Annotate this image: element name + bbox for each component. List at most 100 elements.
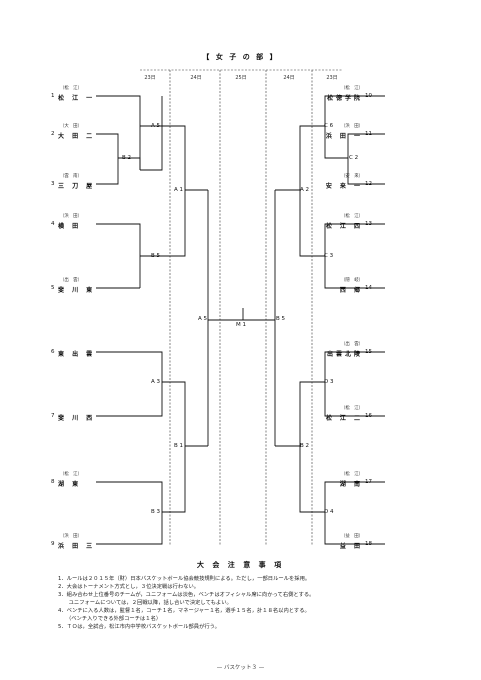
team-name: 松 江 四 [325, 223, 363, 230]
left-team-8: （松 江） 8 湖 東 [51, 472, 82, 488]
note-line-1: 1．ルールは２０１５年（財）日本バスケットボール協会競技規則による。ただし，一部… [58, 576, 311, 582]
date-col-4: 24日 [283, 75, 295, 81]
team-name: 東 出 雲 [58, 351, 96, 358]
team-number: 2 [51, 131, 55, 137]
team-name: 安 来 一 [325, 183, 363, 190]
team-prefecture: （益 田） [341, 534, 363, 539]
left-bracket-4-5 [96, 223, 141, 289]
team-prefecture: （出 雲） [341, 342, 363, 347]
team-number: 13 [365, 221, 372, 227]
note-line-7: 5．ＴＯは，全試合，松江市内中学校バスケットボール部員が行う。 [58, 624, 220, 630]
game-label-b3: B 3 [151, 509, 161, 515]
left-team-4: （浜 田） 4 横 田 [51, 214, 82, 230]
game-label-d3: D 3 [324, 379, 334, 385]
team-name: 西 郷 [339, 287, 363, 294]
team-name: 浜 田 三 [58, 543, 96, 550]
game-label-b5-left: B 5 [151, 253, 161, 259]
team-number: 6 [51, 349, 55, 355]
left-team-2: （大 田） 2 大 田 二 [51, 124, 96, 140]
right-team-18: （益 田） 益 田 18 [339, 534, 372, 550]
date-col-5: 23日 [326, 75, 338, 81]
right-bracket-c6 [299, 125, 325, 190]
right-team-15: （出 雲） 出雲北陵 15 [326, 342, 372, 358]
team-name: 出雲北陵 [326, 351, 363, 358]
left-bracket-a5 [140, 96, 163, 171]
right-bracket-10-11 [324, 95, 385, 185]
team-number: 15 [365, 349, 372, 355]
game-label-d4: D 4 [324, 509, 334, 515]
note-line-2: 2．大会はトーナメント方式とし，３位決定戦は行わない。 [58, 584, 200, 590]
note-line-4: ユニフォームについては，２回戦以降，話し合いで決定してもよい。 [58, 600, 232, 606]
page-title: 【 女 子 の 部 】 [202, 53, 279, 61]
team-prefecture: （松 江） [341, 406, 363, 411]
game-label-b2-left: B 2 [122, 155, 132, 161]
right-bracket-13-14 [299, 190, 385, 289]
team-name: 湖 南 [339, 481, 363, 488]
right-bracket-final [243, 190, 276, 446]
team-prefecture: （松 江） [60, 472, 82, 477]
team-prefecture: （雲 南） [60, 174, 82, 179]
game-label-b2-right: B 2 [300, 443, 310, 449]
game-label-c3: C 3 [324, 253, 334, 259]
team-prefecture: （浜 田） [60, 214, 82, 219]
team-number: 1 [51, 93, 55, 99]
left-bracket-2-3 [96, 133, 141, 185]
team-number: 3 [51, 181, 55, 187]
team-number: 10 [365, 93, 372, 99]
left-bracket-a1 [140, 125, 208, 257]
team-number: 8 [51, 479, 55, 485]
team-name: 横 田 [58, 223, 82, 230]
right-team-13: （松 江） 松 江 四 13 [325, 214, 372, 230]
team-number: 17 [365, 479, 372, 485]
team-number: 16 [365, 413, 372, 419]
game-label-c6: C 6 [324, 123, 334, 129]
team-number: 9 [51, 541, 55, 547]
team-number: 4 [51, 221, 55, 227]
team-name: 浜 田 一 [325, 133, 363, 140]
team-prefecture: （松 江） [341, 214, 363, 219]
date-col-3: 25日 [235, 75, 247, 81]
note-line-6: （ベンチ入りできる外部コーチは１名） [58, 616, 162, 622]
right-bracket-17-18 [299, 446, 385, 545]
notes-list: 1．ルールは２０１５年（財）日本バスケットボール協会競技規則による。ただし，一部… [58, 575, 458, 631]
right-team-12: （安 来） 安 来 一 12 [325, 174, 372, 190]
team-name: 斐 川 西 [58, 415, 96, 422]
team-name: 益 田 [339, 543, 363, 550]
date-col-2: 24日 [190, 75, 202, 81]
left-bracket-1-23 [96, 95, 141, 170]
right-team-11: （浜 田） 浜 田 一 11 [325, 124, 372, 140]
team-prefecture: （出 雲） [60, 278, 82, 283]
team-prefecture: （浜 田） [341, 124, 363, 129]
team-number: 14 [365, 285, 372, 291]
team-name: 松徳学院 [326, 95, 363, 102]
left-team-3: （雲 南） 3 三 刀 屋 [51, 174, 96, 190]
right-team-16: （松 江） 松 江 二 16 [325, 406, 372, 422]
game-label-a1: A 1 [174, 187, 184, 193]
team-name: 松 江 二 [325, 415, 363, 422]
left-bracket-b1 [162, 381, 208, 513]
left-team-6: 6 東 出 雲 [51, 349, 96, 358]
team-number: 18 [365, 541, 372, 547]
left-bracket-final [207, 190, 243, 446]
team-prefecture: （隠 岐） [341, 278, 363, 283]
date-col-1: 23日 [144, 75, 156, 81]
team-prefecture: （浜 田） [60, 534, 82, 539]
team-number: 5 [51, 285, 55, 291]
game-label-m1: M 1 [236, 322, 246, 328]
team-name: 斐 川 東 [58, 287, 96, 294]
team-prefecture: （大 田） [60, 124, 82, 129]
team-name: 三 刀 屋 [58, 183, 96, 190]
left-team-5: （出 雲） 5 斐 川 東 [51, 278, 96, 294]
note-line-5: 4．ベンチに入る人数は，監督１名，コーチ１名，マネージャー１名，選手１５名，計１… [58, 608, 310, 614]
team-prefecture: （松 江） [341, 472, 363, 477]
left-team-7: 7 斐 川 西 [51, 413, 96, 422]
team-name: 大 田 二 [58, 133, 96, 140]
game-label-a5-left: A 5 [151, 123, 161, 129]
right-team-14: （隠 岐） 西 郷 14 [339, 278, 372, 294]
left-team-1: （松 江） 1 松 江 一 [51, 86, 95, 102]
game-label-a5-center: A 5 [198, 316, 208, 322]
team-number: 11 [365, 131, 372, 137]
team-prefecture: （松 江） [60, 86, 82, 91]
